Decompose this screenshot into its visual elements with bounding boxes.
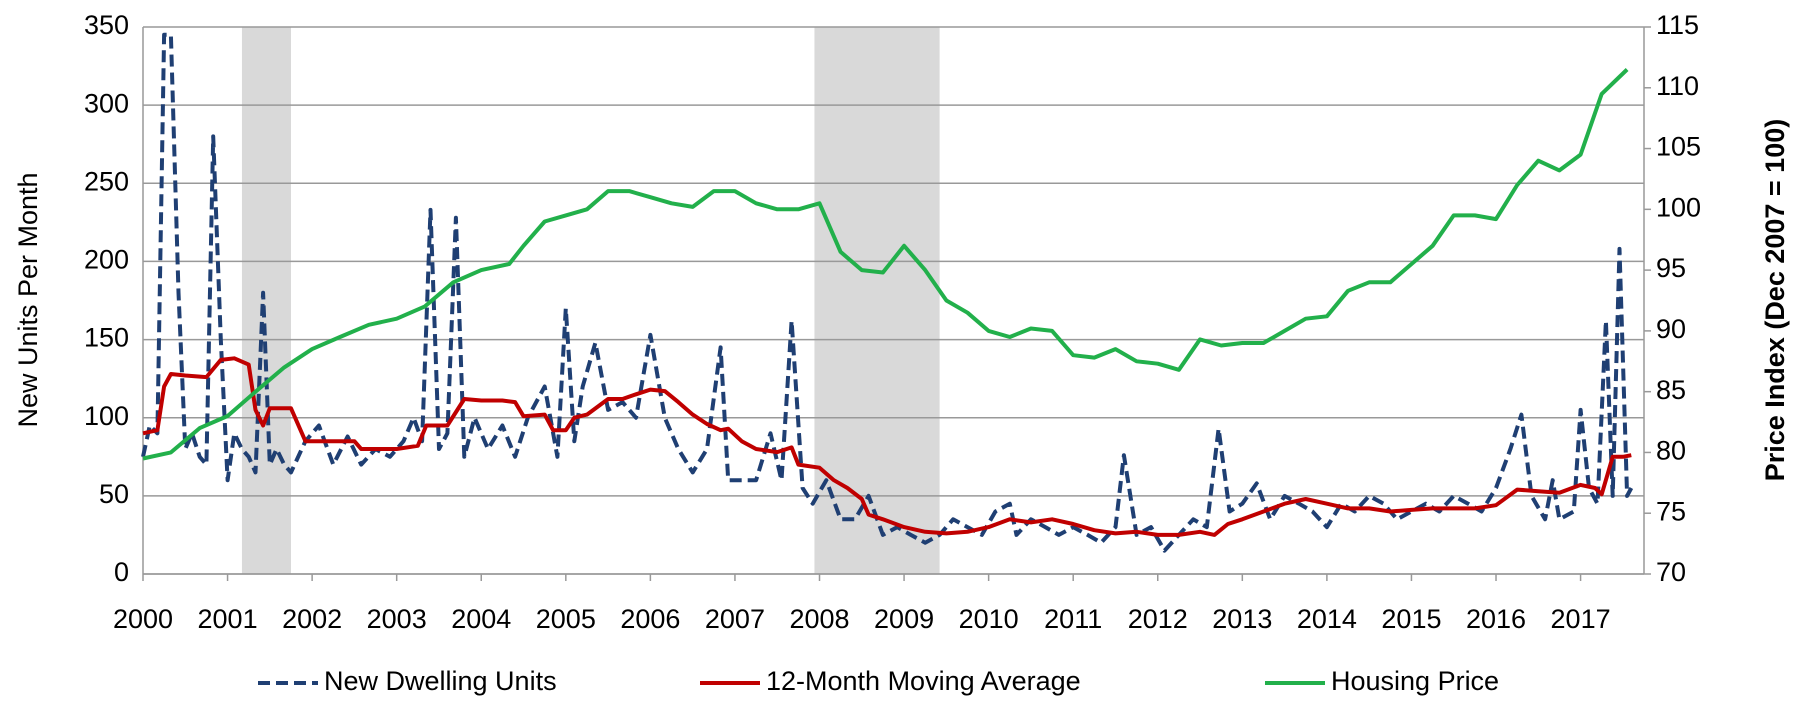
x-tick-label: 2007	[705, 604, 765, 634]
x-tick-label: 2005	[536, 604, 596, 634]
legend-label: New Dwelling Units	[324, 666, 557, 696]
x-tick-label: 2004	[451, 604, 511, 634]
y2-tick-label: 115	[1656, 10, 1699, 40]
series-line	[142, 356, 1632, 537]
series-line	[141, 32, 1634, 553]
x-tick-label: 2008	[789, 604, 849, 634]
y2-tick-label: 110	[1656, 71, 1699, 101]
y-tick-label: 250	[84, 166, 129, 196]
y2-tick-label: 90	[1656, 314, 1686, 344]
x-tick-label: 2001	[198, 604, 258, 634]
y-tick-label: 100	[84, 401, 129, 431]
x-tick-label: 2002	[282, 604, 342, 634]
y-axis-title: New Units Per Month	[13, 172, 43, 427]
legend-label: 12-Month Moving Average	[766, 666, 1081, 696]
x-tick-label: 2016	[1466, 604, 1526, 634]
y2-tick-label: 80	[1656, 436, 1686, 466]
y-tick-label: 200	[84, 245, 129, 275]
legend-label: Housing Price	[1331, 666, 1499, 696]
x-tick-label: 2006	[620, 604, 680, 634]
y2-tick-label: 95	[1656, 253, 1686, 283]
y-tick-label: 150	[84, 323, 129, 353]
x-tick-label: 2013	[1212, 604, 1272, 634]
y2-tick-label: 100	[1656, 192, 1701, 222]
y-tick-label: 0	[114, 557, 129, 587]
x-tick-label: 2011	[1044, 604, 1102, 634]
x-tick-label: 2000	[113, 604, 173, 634]
y2-tick-label: 105	[1656, 132, 1701, 162]
x-tick-label: 2017	[1551, 604, 1611, 634]
y2-tick-label: 75	[1656, 496, 1686, 526]
y2-axis-title: Price Index (Dec 2007 = 100)	[1760, 119, 1790, 481]
y-tick-label: 50	[99, 479, 129, 509]
x-tick-label: 2009	[874, 604, 934, 634]
series-line	[142, 68, 1629, 461]
x-tick-label: 2012	[1128, 604, 1188, 634]
y2-tick-label: 70	[1656, 557, 1686, 587]
x-tick-label: 2014	[1297, 604, 1357, 634]
x-tick-label: 2003	[367, 604, 427, 634]
x-tick-label: 2010	[959, 604, 1019, 634]
recession-band	[241, 27, 291, 574]
y-tick-label: 350	[84, 10, 129, 40]
x-tick-label: 2015	[1381, 604, 1441, 634]
recession-band	[814, 27, 940, 574]
y-tick-label: 300	[84, 88, 129, 118]
y2-tick-label: 85	[1656, 375, 1686, 405]
